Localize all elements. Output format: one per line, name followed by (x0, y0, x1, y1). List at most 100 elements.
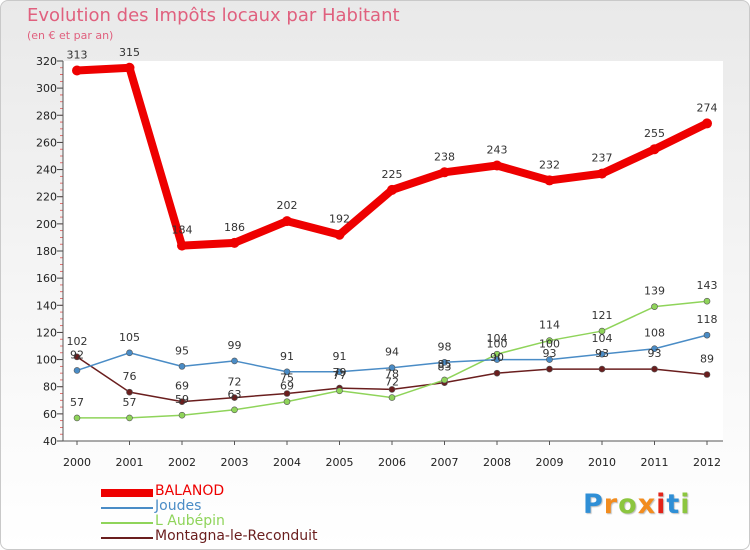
data-label: 313 (67, 49, 88, 62)
data-point (334, 229, 345, 240)
y-tick-label: 320 (36, 55, 57, 68)
y-tick-label: 200 (36, 218, 57, 231)
logo-letter: P (583, 489, 604, 520)
x-tick-label: 2011 (641, 456, 669, 469)
data-point (283, 390, 291, 397)
x-tick-label: 2010 (588, 456, 616, 469)
data-point (387, 184, 397, 195)
y-tick-label: 280 (36, 109, 57, 122)
data-label: 225 (382, 168, 403, 181)
data-label: 78 (385, 367, 399, 380)
data-label: 63 (228, 388, 242, 401)
data-point (703, 297, 711, 305)
data-point (231, 406, 238, 414)
data-point (649, 144, 660, 155)
data-label: 104 (487, 332, 508, 345)
x-tick-label: 2007 (431, 456, 459, 469)
data-label: 255 (644, 127, 665, 140)
y-tick-label: 160 (36, 272, 57, 285)
x-tick-label: 2000 (63, 456, 91, 469)
y-tick-label: 300 (36, 82, 57, 95)
logo-letter: i (656, 489, 667, 520)
data-label: 238 (434, 150, 455, 163)
x-tick-label: 2002 (168, 456, 196, 469)
data-label: 108 (644, 327, 665, 340)
data-point (388, 386, 396, 393)
legend-swatch (101, 522, 153, 524)
data-label: 72 (385, 376, 399, 389)
data-point (598, 327, 606, 335)
y-tick-label: 80 (43, 381, 57, 394)
legend-label: Joudes (155, 498, 202, 514)
x-tick-label: 2005 (326, 456, 354, 469)
data-label: 243 (487, 144, 508, 157)
data-point (73, 367, 81, 374)
data-point (336, 387, 343, 395)
legend-swatch (101, 507, 153, 509)
data-point (231, 394, 238, 401)
data-point (72, 65, 82, 76)
plot-area (63, 61, 723, 441)
data-point (126, 388, 133, 396)
data-label: 85 (438, 358, 452, 371)
data-label: 79 (333, 366, 347, 379)
data-point (282, 216, 292, 227)
data-point (231, 357, 238, 365)
data-point (441, 358, 448, 366)
y-tick-label: 60 (43, 408, 57, 421)
data-point (546, 337, 553, 344)
chart-title: Evolution des Impôts locaux par Habitant (27, 5, 400, 26)
data-point (597, 168, 607, 179)
data-label: 77 (333, 369, 347, 382)
data-point (177, 240, 187, 251)
data-label: 90 (490, 351, 504, 364)
x-tick-label: 2012 (693, 456, 721, 469)
legend-swatch (101, 537, 153, 539)
data-label: 121 (592, 309, 613, 322)
data-point (388, 364, 396, 372)
x-tick-label: 2001 (116, 456, 144, 469)
data-label: 274 (697, 101, 718, 114)
data-label: 69 (280, 380, 294, 393)
data-label: 59 (175, 393, 189, 406)
data-label: 143 (697, 279, 718, 292)
data-point (178, 411, 186, 419)
data-label: 139 (644, 285, 665, 298)
data-label: 92 (70, 348, 84, 361)
chart-subtitle: (en € et par an) (27, 29, 114, 42)
data-point (73, 414, 81, 422)
logo-letter: i (680, 489, 691, 520)
data-label: 95 (175, 344, 189, 357)
data-point (493, 356, 501, 363)
data-point (651, 303, 658, 310)
data-label: 184 (172, 224, 193, 237)
data-point (651, 345, 658, 353)
data-point (493, 369, 501, 377)
logo-letter: o (618, 489, 638, 520)
data-label: 237 (592, 152, 613, 165)
data-point (388, 394, 396, 401)
data-point (178, 398, 186, 405)
data-point (598, 350, 606, 358)
data-point (546, 356, 553, 363)
data-point (283, 398, 291, 405)
data-point (441, 376, 448, 384)
logo-letter: r (603, 489, 619, 520)
data-label: 192 (329, 213, 350, 226)
data-label: 104 (592, 332, 613, 345)
data-point (124, 62, 135, 73)
y-tick-label: 140 (36, 299, 57, 312)
data-point (73, 353, 81, 361)
data-label: 232 (539, 158, 560, 171)
y-tick-label: 220 (36, 191, 57, 204)
data-label: 118 (697, 313, 718, 326)
legend-swatch (101, 489, 153, 497)
data-point (229, 237, 240, 248)
y-tick-label: 260 (36, 136, 57, 149)
logo-letter: t (666, 489, 681, 520)
data-point (126, 414, 133, 422)
legend-label: L Aubépin (155, 513, 225, 529)
data-label: 83 (438, 361, 452, 374)
data-point (336, 368, 343, 376)
